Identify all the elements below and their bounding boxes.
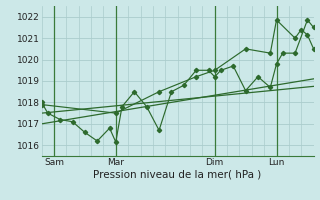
X-axis label: Pression niveau de la mer( hPa ): Pression niveau de la mer( hPa ) — [93, 170, 262, 180]
